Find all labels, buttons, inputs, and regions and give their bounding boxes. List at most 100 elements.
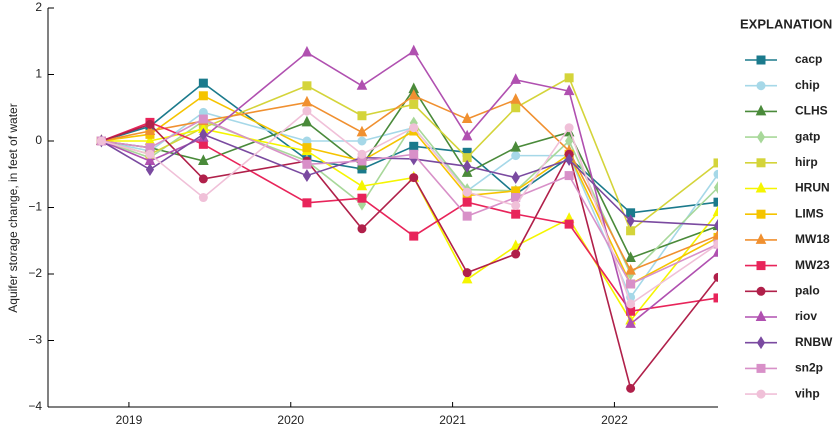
- y-tick-label: −3: [28, 333, 42, 347]
- marker: [564, 123, 574, 133]
- marker: [198, 154, 209, 165]
- marker: [564, 171, 574, 181]
- marker: [409, 149, 419, 159]
- marker: [462, 197, 472, 207]
- legend-label: MW18: [795, 232, 830, 246]
- marker: [565, 153, 574, 167]
- legend-marker: [755, 181, 767, 193]
- y-tick-label: 2: [35, 0, 42, 14]
- legend-marker: [756, 261, 766, 271]
- marker: [713, 239, 718, 249]
- marker: [625, 264, 636, 275]
- marker: [198, 91, 208, 101]
- marker: [626, 279, 636, 289]
- legend-marker: [755, 310, 767, 321]
- series-line: [101, 123, 718, 391]
- legend-label: gatp: [795, 129, 820, 143]
- marker: [511, 209, 521, 219]
- x-tick-label: 2022: [601, 413, 628, 427]
- marker: [96, 136, 106, 146]
- marker: [510, 73, 522, 84]
- marker: [145, 163, 155, 177]
- marker: [144, 124, 156, 136]
- marker: [356, 79, 368, 90]
- marker: [626, 299, 636, 309]
- marker: [713, 219, 718, 232]
- marker: [145, 149, 155, 159]
- marker: [198, 174, 208, 184]
- legend-marker: [756, 81, 766, 91]
- marker: [713, 181, 718, 194]
- marker: [626, 383, 636, 393]
- marker: [409, 99, 419, 109]
- x-tick-label: 2021: [439, 413, 466, 427]
- marker: [462, 187, 472, 197]
- marker: [356, 179, 368, 191]
- legend-label: palo: [795, 283, 820, 297]
- legend-label: sn2p: [795, 361, 823, 375]
- marker: [408, 44, 420, 56]
- y-tick-label: −1: [28, 200, 42, 214]
- legend-marker: [756, 336, 766, 350]
- marker: [463, 159, 472, 173]
- legend-label: CLHS: [795, 104, 828, 118]
- legend-marker: [756, 363, 766, 373]
- marker: [302, 106, 312, 116]
- legend-marker: [756, 130, 766, 144]
- series-line: [101, 94, 718, 272]
- marker: [511, 249, 521, 259]
- marker: [712, 228, 718, 240]
- y-tick-label: −4: [28, 399, 42, 413]
- marker: [564, 73, 574, 83]
- legend-label: vihp: [795, 386, 820, 400]
- marker: [199, 127, 208, 141]
- marker: [302, 198, 312, 208]
- marker: [302, 143, 312, 153]
- marker: [145, 119, 155, 129]
- marker: [626, 226, 636, 236]
- marker: [461, 272, 473, 284]
- marker: [713, 197, 718, 207]
- legend-label: chip: [795, 78, 820, 92]
- marker: [357, 193, 367, 203]
- marker: [713, 169, 718, 179]
- legend-label: hirp: [795, 155, 818, 169]
- marker: [357, 111, 367, 121]
- marker: [626, 214, 635, 228]
- marker: [712, 246, 718, 257]
- marker: [409, 141, 419, 151]
- legend-marker: [756, 389, 766, 399]
- marker: [713, 293, 718, 303]
- legend-label: riov: [795, 309, 817, 323]
- marker: [198, 114, 208, 124]
- y-tick-label: 1: [35, 67, 42, 81]
- marker: [409, 231, 419, 241]
- marker: [511, 171, 520, 185]
- legend-title: EXPLANATION: [740, 16, 832, 31]
- marker: [357, 224, 367, 234]
- marker: [563, 84, 575, 96]
- legend-marker: [756, 158, 766, 168]
- marker: [302, 169, 312, 183]
- marker: [511, 103, 521, 113]
- legend-marker: [756, 286, 766, 296]
- legend-marker: [755, 233, 767, 244]
- marker: [409, 123, 419, 133]
- x-tick-label: 2019: [116, 413, 143, 427]
- legend-marker: [755, 104, 767, 116]
- marker: [301, 45, 313, 57]
- marker: [461, 129, 473, 141]
- marker: [357, 136, 367, 146]
- y-axis-label: Aquifer storage change, in feet of water: [6, 103, 20, 312]
- legend-label: MW23: [795, 258, 830, 272]
- plot-area: [96, 44, 718, 393]
- legend-marker: [756, 55, 766, 65]
- legend-label: RNBW: [795, 335, 833, 349]
- marker: [712, 205, 718, 217]
- marker: [462, 211, 472, 221]
- marker: [198, 78, 208, 88]
- marker: [564, 219, 574, 229]
- marker: [409, 173, 419, 183]
- x-tick-label: 2020: [277, 413, 304, 427]
